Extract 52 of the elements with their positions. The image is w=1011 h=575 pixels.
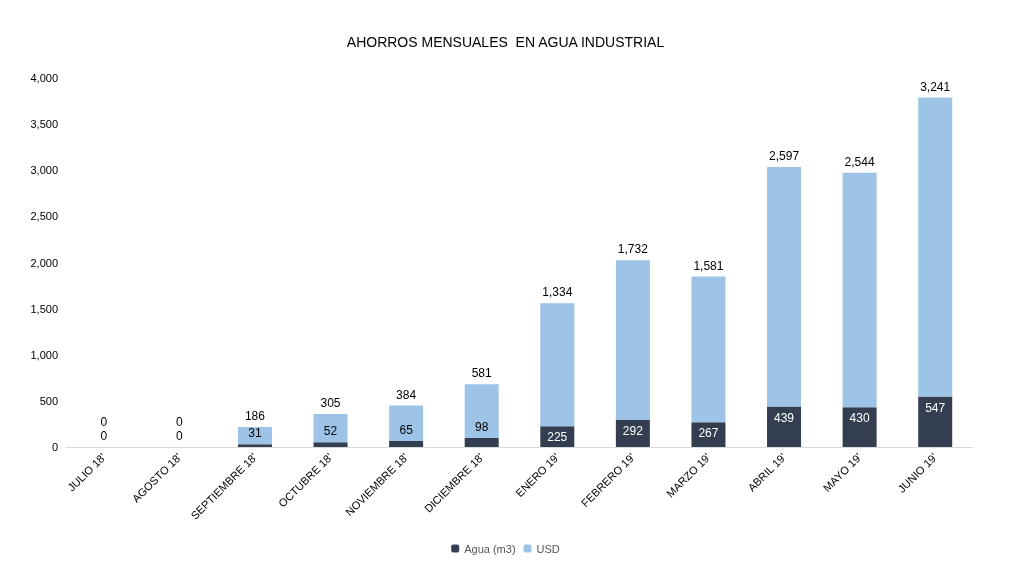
- y-tick-label: 500: [39, 394, 58, 407]
- chart-title: AHORROS MENSUALES EN AGUA INDUSTRIAL: [346, 34, 665, 50]
- data-label: 0: [100, 429, 108, 443]
- data-label: 581: [471, 366, 493, 381]
- y-tick-label: 1,500: [30, 302, 58, 315]
- data-label: 439: [774, 410, 795, 425]
- bar: [691, 276, 726, 423]
- data-label: 1,732: [617, 242, 649, 257]
- data-label: 430: [849, 411, 870, 426]
- bar: [540, 303, 575, 427]
- data-label: 1,581: [693, 258, 724, 273]
- data-label: 65: [399, 423, 414, 437]
- y-tick-label: 2,000: [30, 256, 58, 269]
- data-label: 3,241: [920, 79, 951, 94]
- bar: [313, 414, 348, 443]
- y-tick-label: 1,000: [30, 348, 58, 361]
- y-tick-label: 0: [51, 441, 58, 453]
- bar: [237, 444, 272, 447]
- bar: [918, 97, 953, 397]
- bar: [842, 407, 877, 447]
- data-label: 31: [248, 426, 262, 441]
- data-label: 292: [622, 424, 644, 439]
- bar: [389, 441, 424, 447]
- y-tick-label: 4,000: [30, 72, 58, 84]
- data-label: 2,597: [769, 148, 800, 163]
- data-label: 384: [396, 387, 417, 402]
- data-label: 2,544: [844, 154, 875, 169]
- bar: [767, 166, 802, 407]
- y-tick-label: 2,500: [30, 210, 58, 223]
- data-label: 0: [176, 415, 184, 429]
- data-label: 547: [925, 400, 946, 415]
- legend-label: USD: [536, 542, 560, 555]
- bar: [313, 442, 348, 447]
- y-tick-label: 3,500: [30, 118, 58, 131]
- legend-label: Agua (m3): [464, 542, 516, 555]
- data-label: 98: [475, 419, 489, 434]
- data-label: 225: [547, 430, 568, 445]
- bar: [464, 437, 499, 447]
- data-label: 1,334: [542, 285, 573, 300]
- data-label: 0: [176, 429, 184, 443]
- bar: [767, 406, 802, 447]
- bar: [842, 172, 877, 408]
- bar: [918, 396, 953, 447]
- data-label: 52: [323, 424, 338, 439]
- bar: [389, 405, 424, 441]
- y-tick-label: 3,000: [30, 164, 58, 177]
- data-label: 305: [320, 396, 341, 411]
- bar: [615, 260, 650, 421]
- data-label: 267: [698, 426, 719, 441]
- data-label: 0: [100, 415, 108, 429]
- bar: [464, 384, 499, 438]
- data-label: 186: [244, 408, 266, 423]
